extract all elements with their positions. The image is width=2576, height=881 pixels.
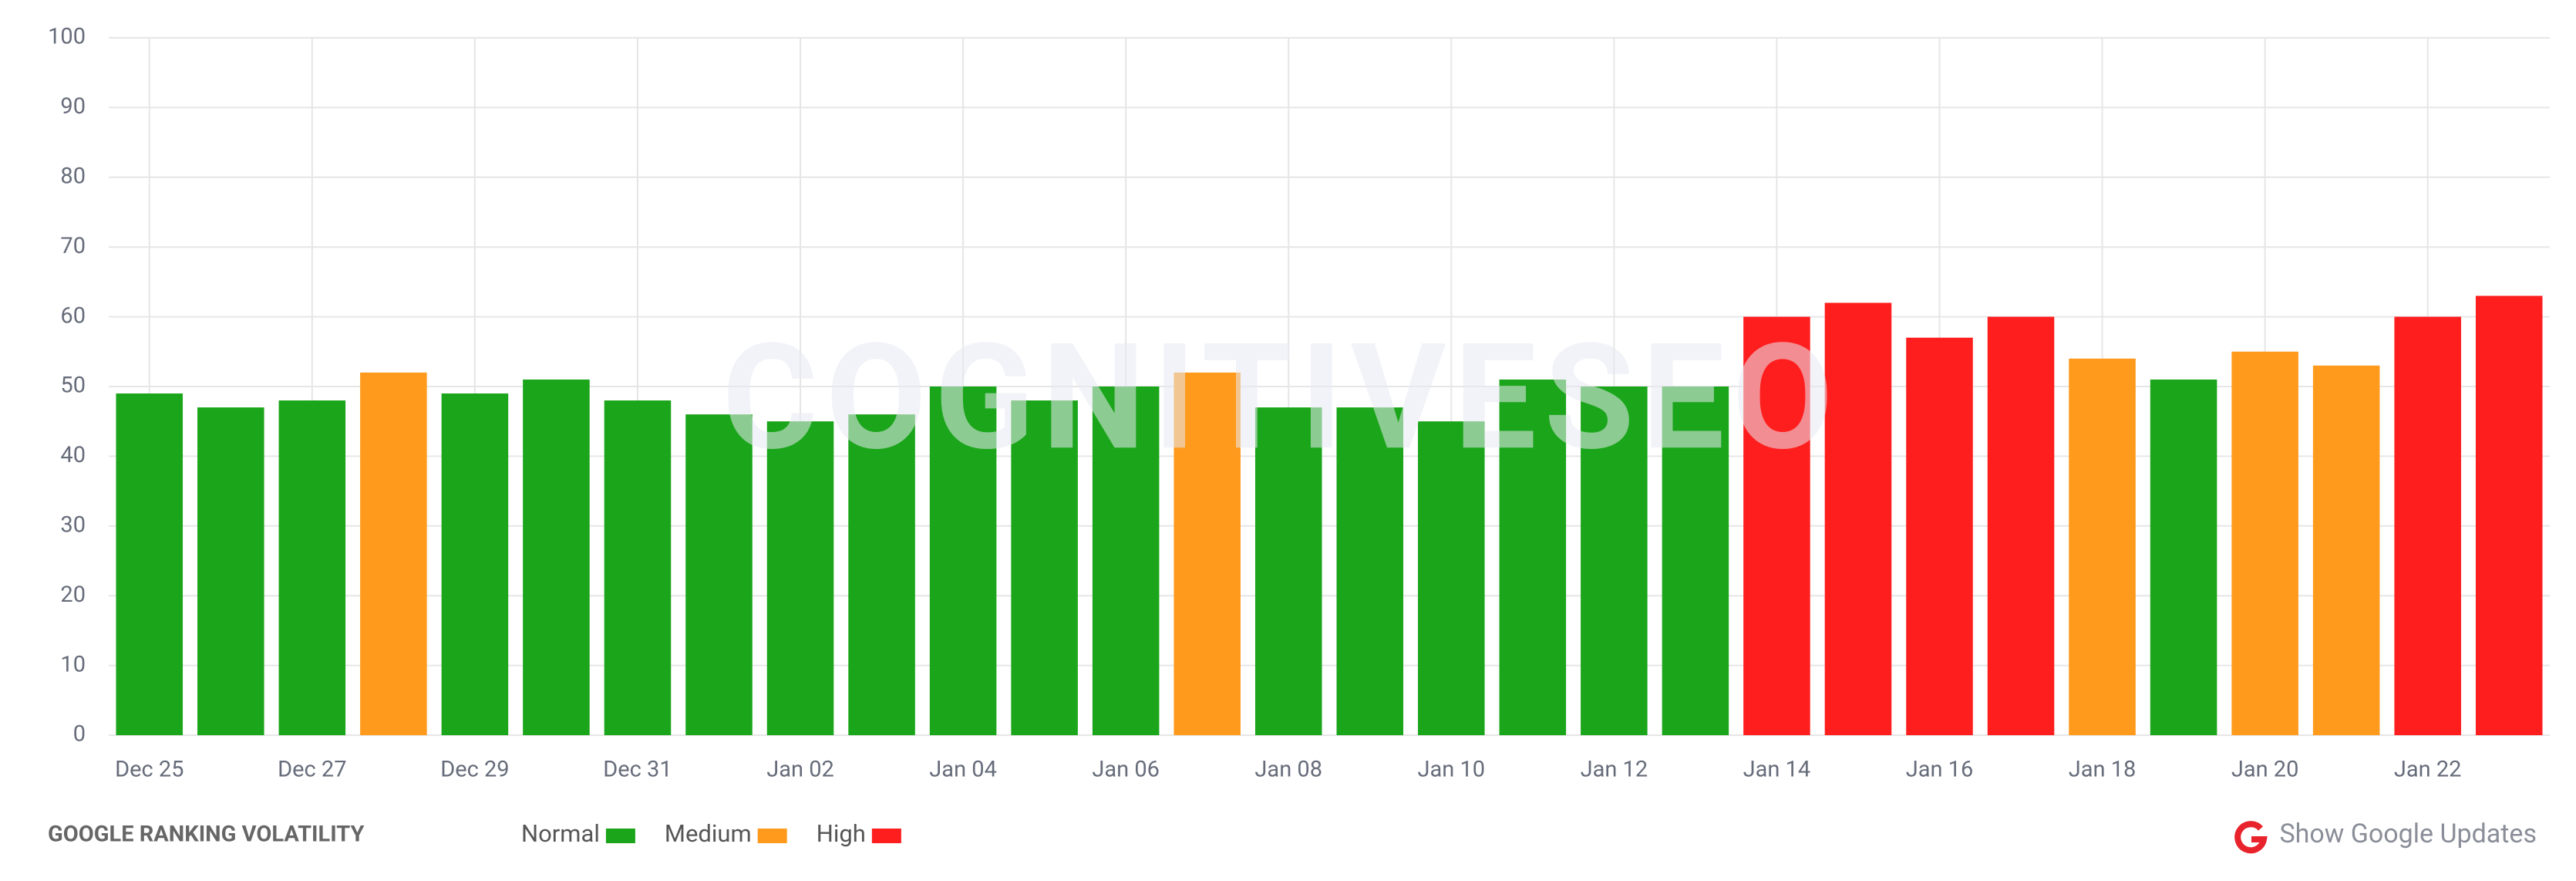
x-tick-label: Jan 10 (1418, 757, 1486, 783)
y-tick-label: 40 (60, 442, 86, 468)
bar (1581, 386, 1648, 735)
bar (1336, 407, 1404, 735)
bar (2394, 316, 2461, 736)
y-tick-label: 50 (60, 373, 86, 399)
y-tick-label: 0 (73, 721, 86, 748)
bar (116, 393, 184, 735)
bar (2231, 351, 2298, 735)
x-tick-label: Jan 04 (929, 757, 997, 783)
bar (1662, 386, 1729, 735)
bar (1987, 316, 2055, 736)
x-tick-label: Jan 08 (1254, 757, 1322, 783)
bar (929, 386, 997, 735)
bar (2069, 358, 2136, 735)
y-tick-label: 30 (60, 511, 86, 538)
x-tick-label: Dec 25 (115, 757, 184, 783)
chart-title: GOOGLE RANKING VOLATILITY (48, 822, 364, 848)
x-tick-label: Jan 22 (2394, 757, 2462, 783)
legend-swatch (605, 829, 635, 843)
show-google-updates[interactable]: Show Google Updates (2234, 819, 2537, 854)
legend-swatch (871, 829, 901, 843)
bar (766, 421, 834, 735)
x-tick-label: Jan 14 (1743, 757, 1811, 783)
bar (1092, 386, 1160, 735)
bar (1824, 302, 1892, 735)
button-label[interactable]: Show Google Updates (2279, 819, 2537, 849)
y-tick-label: 60 (60, 302, 86, 329)
legend-label: High (817, 819, 866, 848)
x-tick-label: Dec 31 (603, 757, 672, 783)
bar (441, 393, 509, 735)
bar (197, 407, 264, 735)
google-icon (2234, 821, 2268, 854)
bar (278, 400, 346, 735)
bar (1499, 379, 1567, 735)
bar (360, 372, 427, 735)
bar (685, 414, 753, 735)
legend-swatch (757, 829, 787, 843)
x-tick-label: Jan 18 (2069, 757, 2137, 783)
y-tick-label: 100 (48, 24, 86, 50)
watermark: COGNITIVESEO (722, 312, 1841, 484)
x-tick-label: Dec 27 (278, 757, 346, 783)
bar (848, 414, 915, 735)
bar (2312, 365, 2380, 735)
bar (604, 400, 672, 735)
bar (1906, 337, 1973, 736)
y-tick-label: 70 (60, 233, 86, 259)
y-tick-label: 20 (60, 582, 86, 608)
bar (1418, 421, 1485, 735)
x-tick-label: Jan 20 (2231, 757, 2299, 783)
x-tick-label: Jan 16 (1906, 757, 1974, 783)
x-tick-label: Jan 06 (1092, 757, 1160, 783)
legend-label: Normal (521, 819, 600, 848)
bar (523, 379, 590, 735)
legend-label: Medium (665, 819, 752, 848)
bar (1174, 372, 1241, 735)
y-tick-label: 10 (60, 651, 86, 677)
x-tick-label: Jan 02 (766, 757, 834, 783)
bar (1254, 407, 1322, 735)
x-tick-label: Dec 29 (440, 757, 509, 783)
bar (2475, 295, 2543, 736)
x-tick-label: Jan 12 (1581, 757, 1648, 783)
bar (1743, 316, 1810, 736)
y-tick-label: 90 (60, 93, 86, 120)
bar (2150, 379, 2217, 735)
y-tick-label: 80 (60, 163, 86, 189)
bar (1011, 400, 1078, 735)
